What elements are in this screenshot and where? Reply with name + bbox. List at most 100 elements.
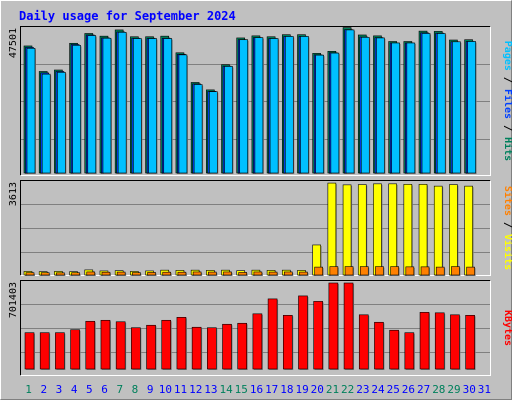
x-tick-label: 20 bbox=[311, 383, 324, 396]
kbytes-bar bbox=[131, 327, 141, 370]
pages-bar bbox=[117, 31, 127, 174]
x-tick-label: 18 bbox=[280, 383, 293, 396]
x-tick-label: 24 bbox=[371, 383, 385, 396]
x-tick-label: 10 bbox=[159, 383, 172, 396]
kbytes-bar bbox=[374, 321, 384, 370]
sites-bar bbox=[405, 266, 415, 276]
legend-separator: / bbox=[502, 119, 512, 137]
kbytes-bar bbox=[343, 282, 354, 370]
sites-bar bbox=[101, 271, 111, 276]
sites-bar bbox=[390, 266, 399, 276]
y-axis-max-label: 47501 bbox=[8, 28, 19, 58]
x-tick-label: 30 bbox=[463, 383, 476, 396]
pages-bar bbox=[254, 37, 264, 174]
legend: Sites / Visits bbox=[502, 186, 512, 270]
x-tick-label: 14 bbox=[219, 383, 233, 396]
x-tick-label: 6 bbox=[101, 383, 108, 396]
kbytes-bar bbox=[176, 317, 187, 370]
legend-pages: Pages bbox=[502, 41, 512, 71]
pages-bar bbox=[87, 35, 97, 174]
legend-separator: / bbox=[502, 71, 512, 89]
y-axis-max-label: 3613 bbox=[8, 182, 19, 206]
visits-bar bbox=[433, 185, 443, 276]
legend-visits: Visits bbox=[502, 234, 512, 270]
kbytes-bar bbox=[207, 327, 217, 370]
x-tick-label: 11 bbox=[174, 383, 187, 396]
kbytes-bar bbox=[222, 323, 232, 370]
sites-bar bbox=[466, 266, 475, 276]
pages-bar bbox=[284, 36, 294, 174]
sites-bar bbox=[162, 271, 172, 276]
sites-bar bbox=[40, 272, 50, 276]
legend-separator: / bbox=[502, 216, 512, 234]
x-tick-label: 19 bbox=[295, 383, 308, 396]
pages-bar bbox=[133, 38, 142, 174]
x-tick-label: 29 bbox=[447, 383, 460, 396]
sites-bar bbox=[238, 272, 248, 276]
pages-bar bbox=[391, 42, 400, 174]
pages-bar bbox=[436, 33, 446, 174]
pages-bar bbox=[41, 73, 51, 174]
kbytes-bar bbox=[39, 332, 50, 370]
visits-bar bbox=[327, 182, 337, 276]
sites-bar bbox=[192, 271, 202, 276]
sites-bar bbox=[223, 271, 232, 276]
pages-bar bbox=[224, 66, 233, 174]
kbytes-bar bbox=[450, 314, 460, 370]
visits-bar bbox=[403, 184, 413, 276]
kbytes-bar bbox=[191, 326, 202, 370]
pages-bar bbox=[239, 39, 249, 174]
visits-sites-panel: 3613 Sites / Visits bbox=[8, 180, 512, 276]
visits-bar bbox=[357, 184, 367, 276]
sites-bar bbox=[359, 266, 369, 276]
x-tick-label: 28 bbox=[432, 383, 445, 396]
kbytes-bar bbox=[313, 301, 323, 370]
sites-bar bbox=[420, 266, 430, 276]
x-tick-label: 5 bbox=[86, 383, 93, 396]
sites-bar bbox=[147, 272, 156, 276]
legend: KBytes bbox=[502, 310, 512, 346]
pages-bar bbox=[269, 38, 279, 174]
kbytes-bar bbox=[237, 322, 248, 370]
x-tick-label: 4 bbox=[71, 383, 78, 396]
sites-bar bbox=[375, 266, 384, 276]
sites-bar bbox=[25, 272, 35, 276]
sites-bar bbox=[116, 271, 126, 276]
pages-bar bbox=[315, 54, 324, 174]
legend-kbytes: KBytes bbox=[502, 310, 512, 346]
pages-bar bbox=[57, 72, 66, 174]
pages-bar bbox=[421, 33, 431, 174]
visits-bar bbox=[388, 183, 397, 276]
pages-bar bbox=[345, 29, 355, 174]
kbytes-bar bbox=[252, 313, 263, 370]
sites-bar bbox=[314, 266, 323, 276]
hits-files-pages-panel: 47501 Pages / Files / Hits bbox=[8, 26, 512, 176]
sites-bar bbox=[71, 272, 80, 276]
kbytes-bar bbox=[267, 298, 278, 370]
sites-bar bbox=[132, 272, 141, 276]
kbytes-bar bbox=[328, 282, 339, 370]
sites-bar bbox=[283, 271, 293, 276]
kbytes-bar bbox=[70, 329, 80, 370]
x-tick-label: 15 bbox=[235, 383, 248, 396]
plot-border-dark bbox=[20, 280, 491, 376]
plot-border-dark bbox=[20, 26, 491, 176]
pages-bar bbox=[406, 42, 416, 174]
kbytes-bar bbox=[358, 314, 369, 370]
legend-files: Files bbox=[502, 89, 512, 119]
sites-bar bbox=[299, 271, 308, 276]
kbytes-panel: 701403 KBytes bbox=[8, 280, 512, 376]
kbytes-bar bbox=[24, 332, 35, 370]
kbytes-bar bbox=[465, 315, 475, 370]
pages-bar bbox=[467, 41, 476, 174]
sites-bar bbox=[253, 271, 263, 276]
legend-sites: Sites bbox=[502, 186, 512, 216]
x-tick-label: 27 bbox=[417, 383, 430, 396]
kbytes-bar bbox=[404, 332, 415, 370]
pages-bar bbox=[452, 41, 461, 174]
pages-bar bbox=[300, 36, 309, 174]
x-tick-label: 3 bbox=[56, 383, 63, 396]
pages-bar bbox=[360, 37, 370, 174]
y-axis-max-label: 701403 bbox=[8, 282, 19, 318]
